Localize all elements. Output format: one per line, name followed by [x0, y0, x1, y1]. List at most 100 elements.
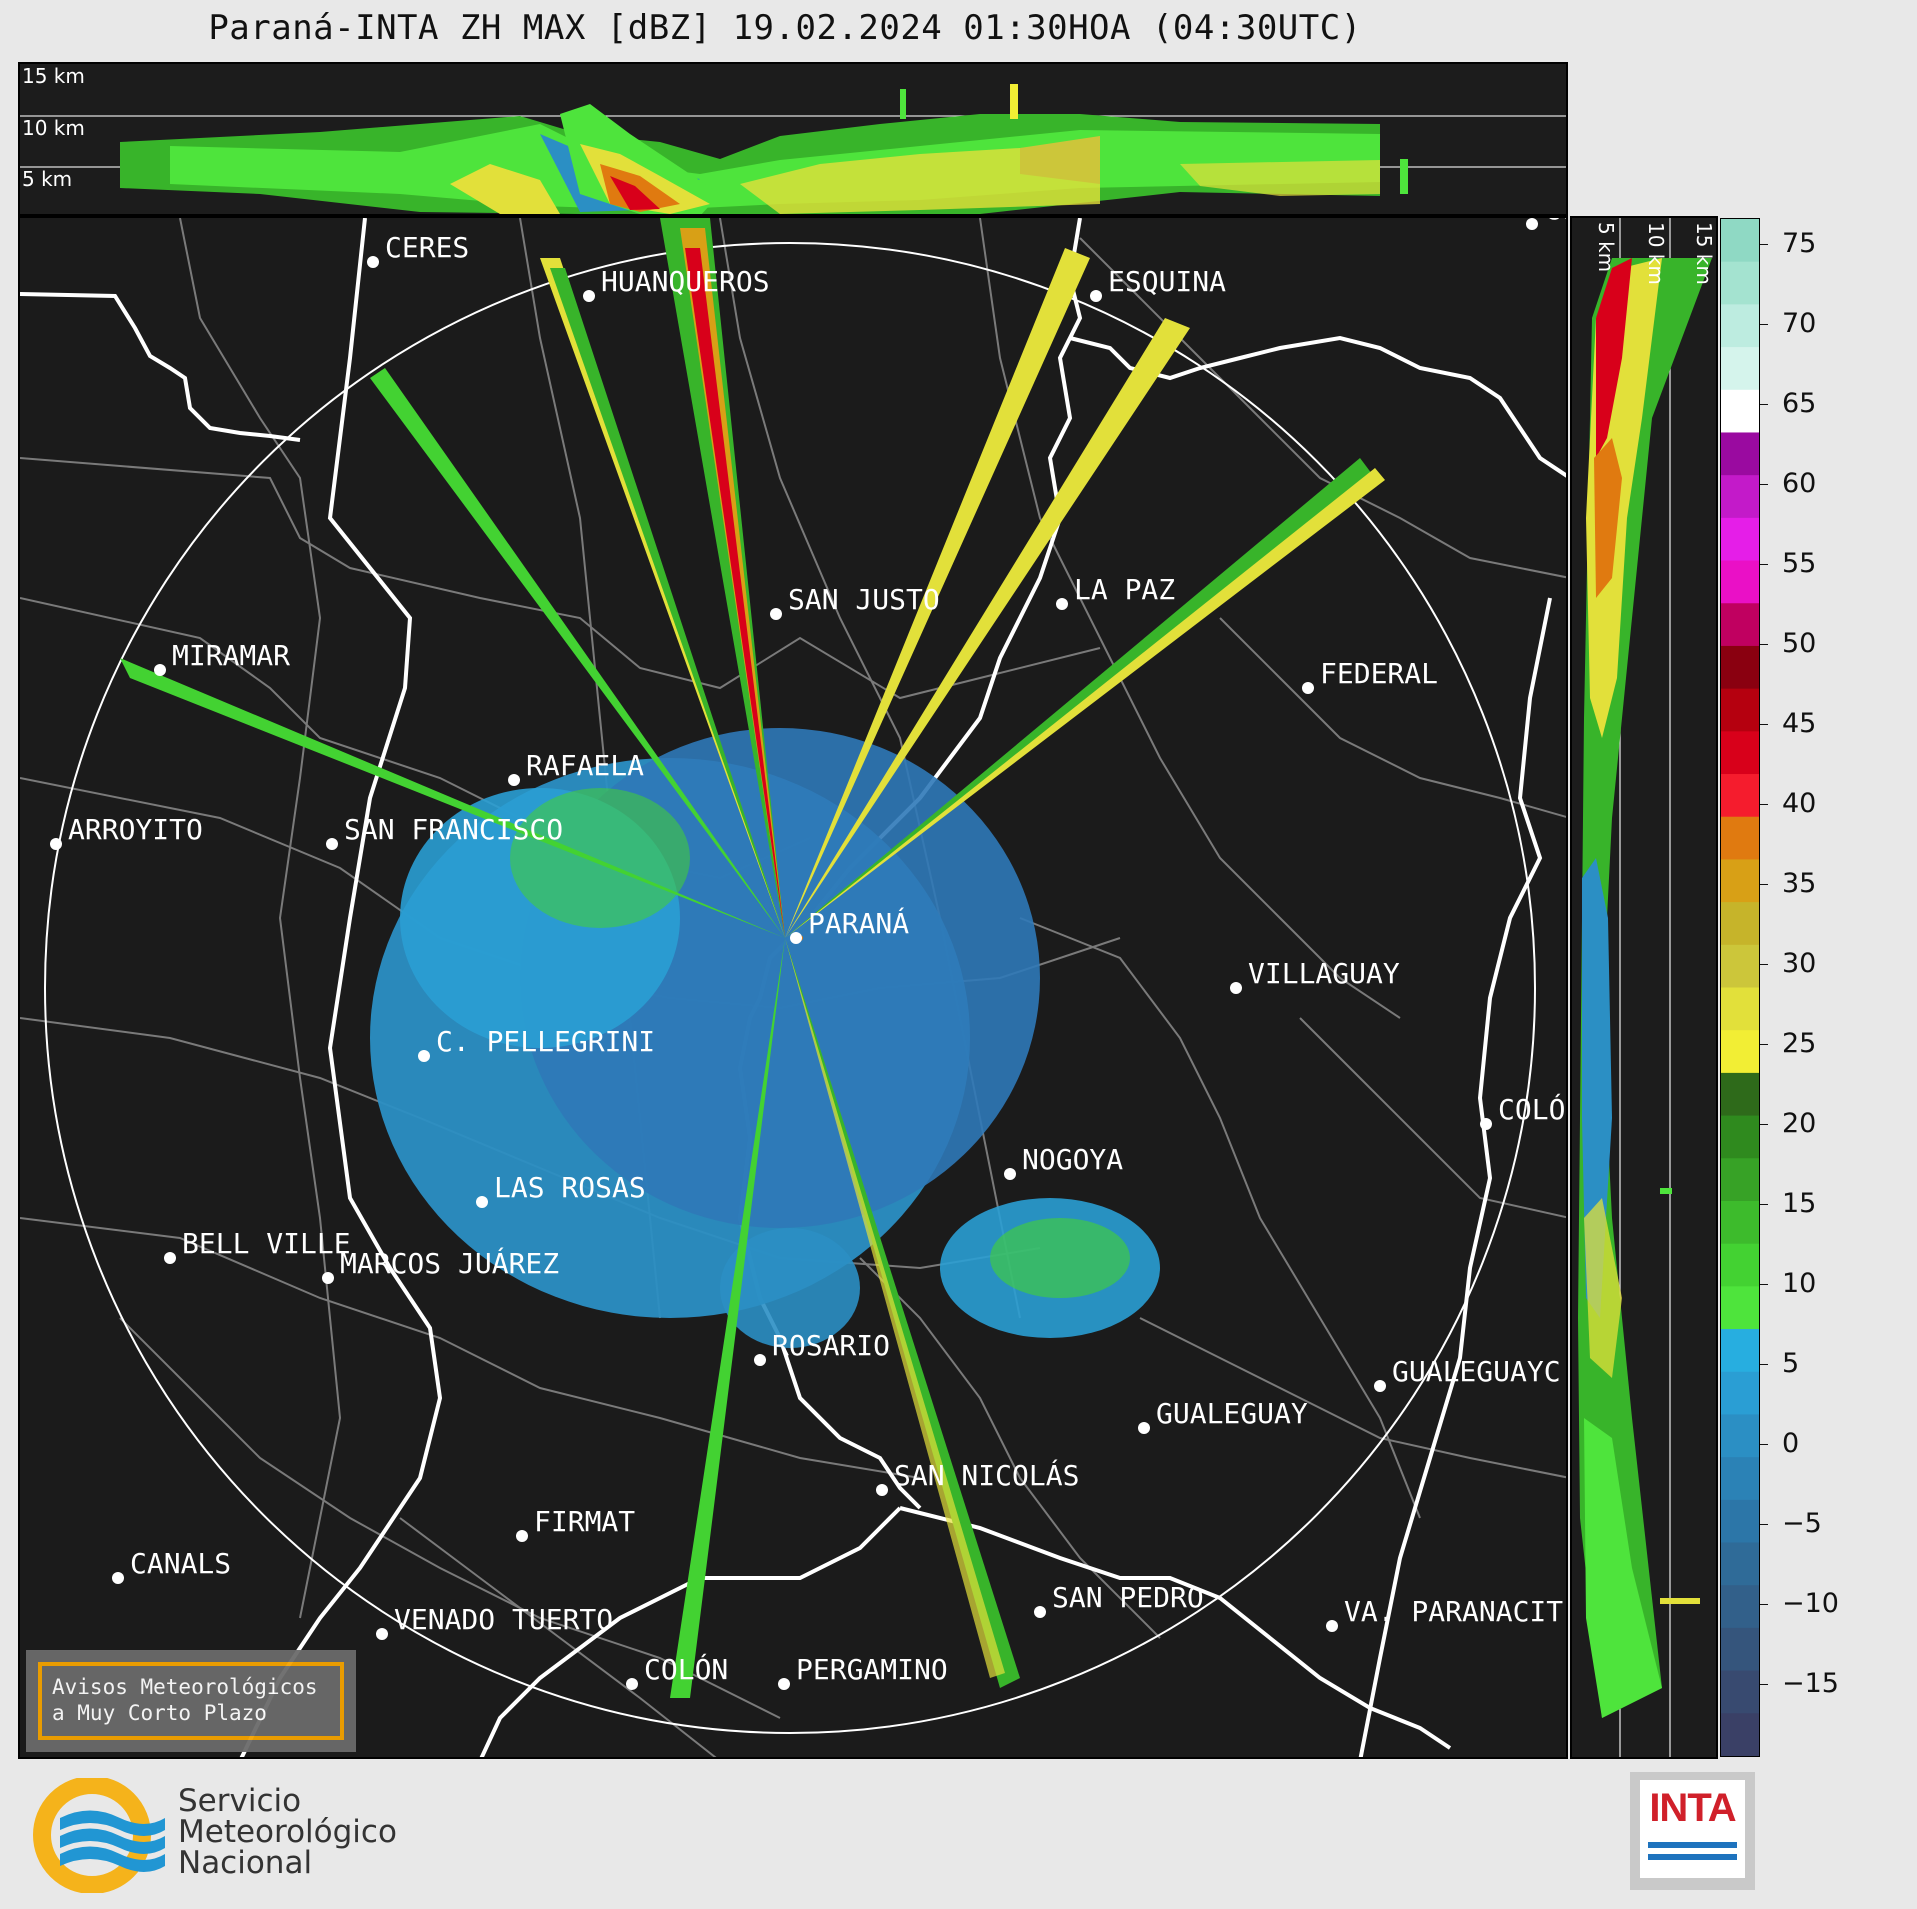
city-label: SAN JUSTO [788, 583, 940, 616]
city-label: SAN PEDRO [1052, 1581, 1204, 1614]
colorbar-tick-text: 50 [1782, 628, 1817, 659]
smn-logo-icon [33, 1778, 165, 1893]
city-label: SAN NICOLÁS [894, 1459, 1080, 1492]
colorbar-tick-label: 45 [1760, 708, 1816, 739]
colorbar-segment [1721, 1286, 1759, 1330]
colorbar-tick-text: −15 [1782, 1668, 1839, 1699]
colorbar-tick-text: 0 [1782, 1428, 1800, 1459]
colorbar-segment [1721, 774, 1759, 818]
city-label: SAN FRANCISCO [344, 813, 564, 846]
smn-line-2: Meteorológico [178, 1814, 397, 1850]
city-label-parana: PARANÁ [808, 907, 910, 940]
city-label: VENADO TUERTO [394, 1603, 614, 1636]
colorbar-segment [1721, 1072, 1759, 1117]
city-label: CANALS [130, 1547, 232, 1580]
city-label: LA PAZ [1074, 573, 1176, 606]
colorbar-segment [1721, 1713, 1759, 1757]
aviso-line-1: Avisos Meteorológicos [52, 1675, 318, 1699]
colorbar-segment [1721, 347, 1759, 391]
side-cross-section-echoes [1578, 218, 1712, 1757]
colorbar-tick-label: 15 [1760, 1188, 1816, 1219]
top-alt-label-5: 5 km [22, 167, 73, 191]
colorbar-tick-label: 10 [1760, 1268, 1816, 1299]
radar-map [20, 218, 1566, 1757]
city-label: NOGOYA [1022, 1143, 1124, 1176]
aviso-inner: Avisos Meteorológicos a Muy Corto Plazo [38, 1662, 344, 1740]
colorbar-segment [1721, 389, 1759, 434]
colorbar-segment [1721, 1457, 1759, 1501]
colorbar-segment [1721, 1499, 1759, 1544]
colorbar-tick-label: 0 [1760, 1428, 1799, 1459]
colorbar-tick-label: 55 [1760, 548, 1816, 579]
side-alt-label-10: 10 km [1644, 222, 1668, 285]
side-cross-section-panel: 5 km 10 km 15 km [1570, 216, 1718, 1759]
reflectivity-colorbar [1720, 218, 1760, 1757]
colorbar-tick-label: 40 [1760, 788, 1816, 819]
colorbar-tick-text: 70 [1782, 308, 1817, 339]
colorbar-tick-label: −15 [1760, 1668, 1839, 1699]
city-label: MARCOS JUÁREZ [340, 1247, 560, 1280]
colorbar-tick-label: 70 [1760, 308, 1816, 339]
aviso-box: Avisos Meteorológicos a Muy Corto Plazo [26, 1650, 356, 1752]
colorbar-segment [1721, 1243, 1759, 1287]
colorbar-segment [1721, 517, 1759, 562]
colorbar-tick-text: 45 [1782, 708, 1817, 739]
colorbar-tick-text: 20 [1782, 1108, 1817, 1139]
city-label: FIRMAT [534, 1505, 636, 1538]
city-label: CU [1544, 218, 1566, 224]
colorbar-segment [1721, 1585, 1759, 1629]
colorbar-tick-text: 65 [1782, 388, 1817, 419]
colorbar-tick-label: 35 [1760, 868, 1816, 899]
colorbar-segment [1721, 219, 1759, 263]
colorbar-tick-text: 60 [1782, 468, 1817, 499]
smn-line-1: Servicio [178, 1783, 302, 1819]
colorbar-tick-text: 15 [1782, 1188, 1817, 1219]
colorbar-segment [1721, 859, 1759, 903]
city-label: MIRAMAR [172, 639, 291, 672]
colorbar-segment [1721, 1200, 1759, 1245]
city-label: VA. PARANACIT [1344, 1595, 1564, 1628]
city-label: CERES [385, 231, 470, 264]
side-alt-label-15: 15 km [1692, 222, 1716, 285]
colorbar-segment [1721, 1158, 1759, 1202]
colorbar-segment [1721, 603, 1759, 647]
colorbar-tick-label: 30 [1760, 948, 1816, 979]
colorbar-segment [1721, 1371, 1759, 1416]
radar-echoes [120, 218, 1385, 1698]
colorbar-segment [1721, 475, 1759, 519]
colorbar-tick-text: 40 [1782, 788, 1817, 819]
colorbar-segment [1721, 688, 1759, 732]
colorbar-tick-text: 35 [1782, 868, 1817, 899]
side-alt-label-5: 5 km [1594, 222, 1618, 273]
chart-title: Paraná-INTA ZH MAX [dBZ] 19.02.2024 01:3… [208, 8, 1362, 48]
colorbar-segment [1721, 560, 1759, 604]
colorbar-tick-label: 65 [1760, 388, 1816, 419]
colorbar-tick-text: −5 [1782, 1508, 1822, 1539]
smn-name: Servicio Meteorológico Nacional [178, 1786, 397, 1879]
colorbar-tick-text: 75 [1782, 228, 1817, 259]
city-label: RAFAELA [526, 749, 645, 782]
colorbar-segment [1721, 645, 1759, 690]
city-label: FEDERAL [1320, 657, 1439, 690]
colorbar-segment [1721, 432, 1759, 476]
colorbar-gradient [1721, 219, 1759, 1757]
city-label: VILLAGUAY [1248, 957, 1400, 990]
colorbar-segment [1721, 1414, 1759, 1458]
city-label: HUANQUEROS [601, 265, 770, 298]
city-label: ARROYITO [68, 813, 203, 846]
city-label: PERGAMINO [796, 1653, 948, 1686]
colorbar-segment [1721, 1329, 1759, 1373]
radar-map-panel: CERES HUANQUEROS ESQUINA CU SAN JUSTO LA… [18, 216, 1568, 1759]
city-label: GUALEGUAYC [1392, 1355, 1561, 1388]
colorbar-tick-label: 5 [1760, 1348, 1799, 1379]
colorbar-segment [1721, 816, 1759, 861]
top-cross-section-echoes [20, 84, 1566, 214]
colorbar-segment [1721, 304, 1759, 348]
city-label: COLÓN [644, 1653, 729, 1686]
inta-logo: INTA [1630, 1772, 1755, 1890]
city-label: C. PELLEGRINI [436, 1025, 656, 1058]
city-label: COLÓ [1498, 1093, 1566, 1126]
colorbar-segment [1721, 1542, 1759, 1586]
colorbar-tick-label: −10 [1760, 1588, 1839, 1619]
colorbar-tick-label: 20 [1760, 1108, 1816, 1139]
